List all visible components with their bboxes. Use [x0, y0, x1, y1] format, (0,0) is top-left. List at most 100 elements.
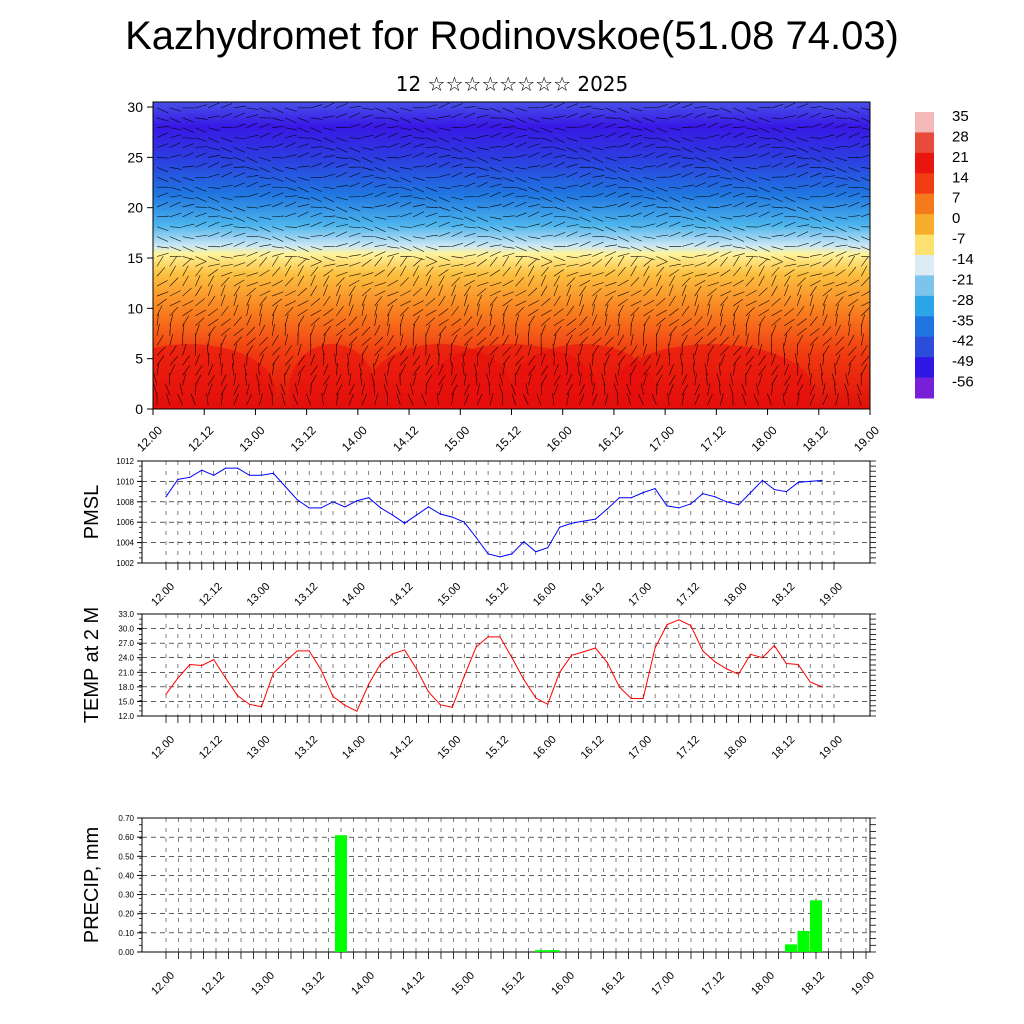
- wind-barb: [822, 314, 828, 326]
- wind-barb: [323, 295, 331, 307]
- wind-barb: [847, 392, 849, 406]
- heatmap-x-tick-label: 12.00: [134, 423, 165, 454]
- wind-barb: [617, 346, 627, 356]
- wind-barb: [336, 163, 348, 168]
- wind-barb: [617, 305, 624, 316]
- wind-barb: [233, 182, 246, 188]
- wind-barb: [566, 264, 579, 267]
- wind-barb: [745, 117, 757, 124]
- wind-barb: [207, 275, 215, 287]
- wind-barb: [732, 334, 740, 346]
- wind-barb: [630, 307, 640, 317]
- wind-barb: [233, 328, 244, 336]
- wind-barb: [425, 234, 438, 237]
- wind-barb: [552, 393, 555, 406]
- wind-barb: [822, 147, 835, 150]
- wind-barb: [245, 373, 247, 386]
- wind-barb: [566, 196, 579, 201]
- wind-barb: [771, 266, 780, 277]
- wind-barb: [233, 336, 242, 346]
- wind-barb: [643, 186, 655, 193]
- wind-barb: [272, 355, 280, 366]
- x-tick-label: 13.00: [245, 581, 273, 609]
- wind-barb: [502, 246, 515, 249]
- wind-barb: [553, 383, 559, 396]
- wind-barb: [413, 196, 425, 200]
- wind-barb: [681, 163, 694, 168]
- wind-barb: [669, 147, 681, 151]
- data-point: [761, 657, 764, 659]
- wind-barb: [323, 186, 336, 190]
- wind-barb: [528, 176, 540, 181]
- wind-barb: [412, 355, 421, 366]
- wind-barb: [169, 186, 182, 191]
- wind-barb: [733, 201, 745, 208]
- wind-barb: [720, 123, 732, 128]
- data-point: [427, 506, 430, 508]
- wind-barb: [784, 186, 797, 189]
- wind-barb: [195, 383, 197, 396]
- wind-barb: [412, 323, 415, 336]
- wind-barb: [577, 363, 580, 376]
- wind-barb: [848, 255, 855, 267]
- wind-barb: [489, 354, 495, 366]
- wind-barb: [272, 226, 284, 231]
- y-tick-label: 21.0: [118, 668, 134, 677]
- wind-barb: [400, 364, 406, 376]
- wind-barb: [489, 157, 502, 162]
- wind-barb: [694, 172, 707, 178]
- wind-barb: [272, 280, 283, 287]
- wind-barb: [656, 353, 661, 366]
- wind-barb: [809, 261, 822, 267]
- wind-barb: [272, 298, 283, 307]
- x-tick-label: 19.00: [817, 734, 845, 762]
- wind-barb: [323, 263, 336, 267]
- wind-barb: [169, 167, 182, 170]
- wind-barb: [835, 216, 848, 220]
- wind-barb: [438, 263, 451, 267]
- wind-barb: [387, 363, 390, 376]
- data-point: [773, 644, 775, 647]
- wind-barb: [233, 273, 246, 277]
- wind-barb: [271, 363, 275, 376]
- data-point: [356, 710, 358, 712]
- wind-barb: [528, 355, 536, 366]
- wind-barb: [605, 146, 618, 148]
- x-tick-label: 12.00: [149, 970, 177, 998]
- wind-barb: [707, 337, 717, 346]
- wind-barb: [284, 127, 297, 131]
- wind-barb: [374, 132, 386, 138]
- wind-barb: [528, 186, 540, 193]
- wind-barb: [195, 104, 208, 109]
- wind-barb: [361, 251, 374, 257]
- wind-barb: [797, 184, 810, 188]
- x-tick-label: 16.00: [531, 734, 559, 762]
- wind-barb: [795, 353, 798, 366]
- data-point: [547, 703, 549, 705]
- wind-barb: [169, 246, 182, 252]
- wind-barb: [220, 284, 226, 297]
- wind-barb: [720, 216, 733, 220]
- data-point: [630, 697, 632, 700]
- wind-barb: [745, 364, 752, 376]
- x-tick-label: 17.00: [626, 581, 654, 609]
- wind-barb: [502, 236, 514, 242]
- wind-barb: [566, 393, 570, 406]
- wind-barb: [536, 393, 542, 406]
- wind-barb: [540, 298, 551, 307]
- wind-barb: [579, 280, 591, 287]
- wind-barb: [797, 327, 807, 336]
- wind-barb: [374, 336, 384, 346]
- data-point: [666, 505, 668, 507]
- wind-barb: [169, 290, 181, 297]
- wind-barb: [476, 157, 489, 163]
- wind-barb: [425, 353, 431, 366]
- wind-barb: [540, 221, 553, 227]
- wind-barb: [848, 323, 851, 336]
- wind-barb: [182, 117, 194, 123]
- wind-barb: [156, 335, 164, 346]
- wind-barb: [272, 215, 285, 218]
- wind-barb: [259, 256, 268, 267]
- wind-barb: [579, 328, 590, 336]
- wind-barb: [669, 196, 681, 203]
